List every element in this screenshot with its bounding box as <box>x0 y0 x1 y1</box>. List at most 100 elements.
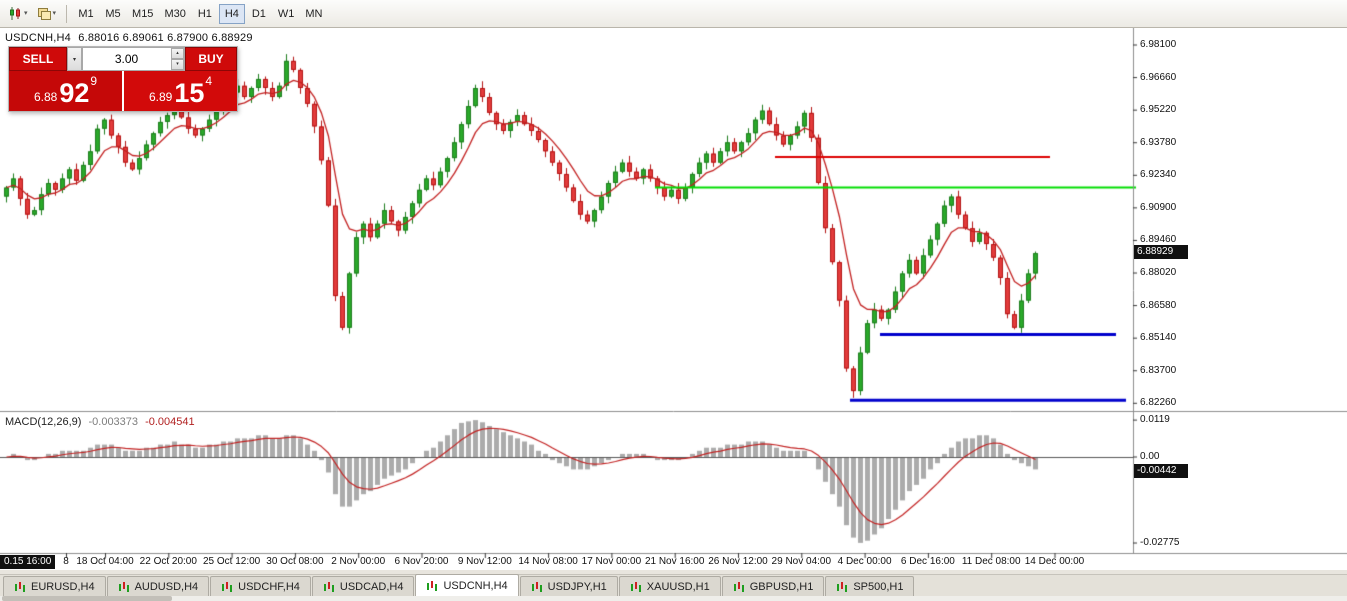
price-axis-label: 6.93780 <box>1140 136 1177 148</box>
volume-box: ▴ ▾ <box>82 47 185 71</box>
price-axis-label: 6.82260 <box>1140 397 1177 409</box>
selected-time-badge: 0.15 16:00 <box>0 555 56 569</box>
mini-chart-icon <box>630 582 642 592</box>
sell-quote-button[interactable]: 6.88 92 9 <box>9 71 122 111</box>
mini-chart-icon <box>118 582 130 592</box>
timeframe-button-w1[interactable]: W1 <box>273 4 300 24</box>
price-axis-label: 6.96660 <box>1140 71 1177 83</box>
macd-signal-value: -0.004541 <box>145 416 195 428</box>
top-toolbar: ▾ ▾ M1 M5 M15 M30 H1 H4 D1 W1 MN <box>0 0 1347 28</box>
chart-tab-label: USDCHF,H4 <box>238 580 300 593</box>
timeframe-button-d1[interactable]: D1 <box>246 4 272 24</box>
timeframe-button-m5[interactable]: M5 <box>100 4 126 24</box>
time-axis-label: 18 Oct 04:00 <box>76 556 134 567</box>
volume-input[interactable] <box>83 48 184 70</box>
price-chart-canvas[interactable] <box>0 28 1347 570</box>
timeframe-button-mn[interactable]: MN <box>300 4 327 24</box>
time-axis-label: 30 Oct 08:00 <box>266 556 324 567</box>
chart-ohlc-values: 6.88016 6.89061 6.87900 6.88929 <box>78 32 253 44</box>
time-axis-label: 2 Nov 00:00 <box>331 556 386 567</box>
chart-tab-audusd[interactable]: AUDUSD,H4 <box>106 576 210 596</box>
timeframe-button-m30[interactable]: M30 <box>159 4 190 24</box>
macd-main-value: -0.003373 <box>88 416 139 428</box>
chart-title: USDCNH,H4 6.88016 6.89061 6.87900 6.8892… <box>5 32 257 44</box>
timeframe-button-m1[interactable]: M1 <box>73 4 99 24</box>
candlestick-chart-icon <box>10 7 20 20</box>
chevron-down-icon: ▾ <box>24 10 28 17</box>
chart-tab-label: XAUUSD,H1 <box>646 580 710 593</box>
scrollbar-thumb[interactable] <box>2 596 172 601</box>
chart-tab-usdcad[interactable]: USDCAD,H4 <box>311 576 415 596</box>
trade-controls-row: SELL ▾ ▴ ▾ BUY <box>9 47 237 71</box>
chart-tab-label: USDCAD,H4 <box>339 580 404 593</box>
price-axis-label: 6.92340 <box>1140 169 1177 181</box>
buy-button[interactable]: BUY <box>185 47 237 71</box>
profiles-button[interactable]: ▾ <box>33 3 61 25</box>
timeframe-button-h1[interactable]: H1 <box>192 4 218 24</box>
chart-tab-label: EURUSD,H4 <box>31 580 95 593</box>
timeframe-button-m15[interactable]: M15 <box>127 4 158 24</box>
price-axis-label: 6.98100 <box>1140 39 1177 50</box>
chart-tab-label: SP500,H1 <box>853 580 904 593</box>
time-axis-label: 25 Oct 12:00 <box>202 556 261 567</box>
chart-tab-label: AUDUSD,H4 <box>134 580 199 593</box>
time-axis-label: 9 Nov 12:00 <box>457 556 512 567</box>
volume-increase-button[interactable]: ▴ <box>171 48 184 59</box>
mini-chart-icon <box>531 582 543 592</box>
chart-type-button[interactable]: ▾ <box>4 3 32 25</box>
price-axis-label: 6.95220 <box>1140 104 1177 116</box>
chart-tab-usdjpy[interactable]: USDJPY,H1 <box>519 576 618 596</box>
sell-price-sup: 9 <box>90 74 98 88</box>
macd-axis-label: 0.00 <box>1140 451 1160 462</box>
buy-price-big: 15 <box>174 78 205 108</box>
chart-window: USDCNH,H4 6.88016 6.89061 6.87900 6.8892… <box>0 28 1347 570</box>
mini-chart-icon <box>221 582 233 592</box>
time-axis-label: 11 Dec 08:00 <box>961 556 1021 567</box>
one-click-trading-panel: SELL ▾ ▴ ▾ BUY 6.88 92 9 6.8 <box>8 46 238 112</box>
chart-symbol: USDCNH,H4 <box>5 32 71 44</box>
current-price-badge: 6.88929 <box>1134 245 1188 260</box>
price-axis-label: 6.85140 <box>1140 332 1177 344</box>
timeframe-button-h4[interactable]: H4 <box>218 3 245 24</box>
sell-price-base: 6.88 <box>33 90 58 104</box>
chart-tab-usdchf[interactable]: USDCHF,H4 <box>210 576 311 596</box>
macd-name: MACD(12,26,9) <box>5 416 82 428</box>
chart-tab-sp500[interactable]: SP500,H1 <box>825 576 915 596</box>
volume-decrease-button[interactable]: ▾ <box>171 59 184 70</box>
price-axis[interactable]: 6.98100 6.96660 6.95220 6.93780 6.92340 6.909… <box>1138 28 1213 570</box>
mini-chart-icon <box>426 581 438 591</box>
price-axis-label: 6.86580 <box>1140 299 1177 311</box>
price-axis-label: 6.88020 <box>1140 267 1177 279</box>
macd-axis-label: 0.0119 <box>1140 414 1170 426</box>
time-axis-label: 29 Nov 04:00 <box>771 556 832 567</box>
buy-price-sup: 4 <box>205 74 213 88</box>
horizontal-scrollbar[interactable] <box>0 596 1347 601</box>
toolbar-separator <box>66 4 68 23</box>
chart-tab-gbpusd[interactable]: GBPUSD,H1 <box>721 576 825 596</box>
sell-button[interactable]: SELL <box>9 47 67 71</box>
chart-tab-usdcnh[interactable]: USDCNH,H4 <box>415 574 519 596</box>
mini-chart-icon <box>14 582 26 592</box>
mini-chart-icon <box>733 582 745 592</box>
time-axis-label: 21 Nov 16:00 <box>644 556 705 567</box>
time-axis-label: 14 Nov 08:00 <box>518 556 578 567</box>
time-axis-label: 8 <box>63 556 69 567</box>
time-axis-label: 6 Nov 20:00 <box>394 556 449 567</box>
time-axis-label: 6 Dec 16:00 <box>900 556 955 567</box>
macd-axis[interactable]: 0.0119 0.00 -0.02775 <box>1138 28 1213 570</box>
buy-price-base: 6.89 <box>148 90 173 104</box>
price-axis-label: 6.89460 <box>1140 234 1177 246</box>
chart-tab-xauusd[interactable]: XAUUSD,H1 <box>618 576 721 596</box>
mini-chart-icon <box>323 582 335 592</box>
time-axis[interactable]: 0.15 16:00 8 18 Oct 04:00 22 Oct 20:00 25 O… <box>0 555 1347 570</box>
time-axis-label: 4 Dec 00:00 <box>837 556 892 567</box>
volume-spinner: ▴ ▾ <box>171 48 184 70</box>
buy-quote-button[interactable]: 6.89 15 4 <box>124 71 237 111</box>
profiles-icon <box>37 8 51 20</box>
timeframe-group: M1 M5 M15 M30 H1 H4 D1 W1 MN <box>73 3 327 24</box>
chart-tab-eurusd[interactable]: EURUSD,H4 <box>3 576 106 596</box>
volume-dropdown-button[interactable]: ▾ <box>67 47 82 71</box>
time-axis-label: 22 Oct 20:00 <box>139 556 197 567</box>
price-axis-label: 6.90900 <box>1140 201 1177 213</box>
price-axis-label: 6.83700 <box>1140 364 1177 376</box>
